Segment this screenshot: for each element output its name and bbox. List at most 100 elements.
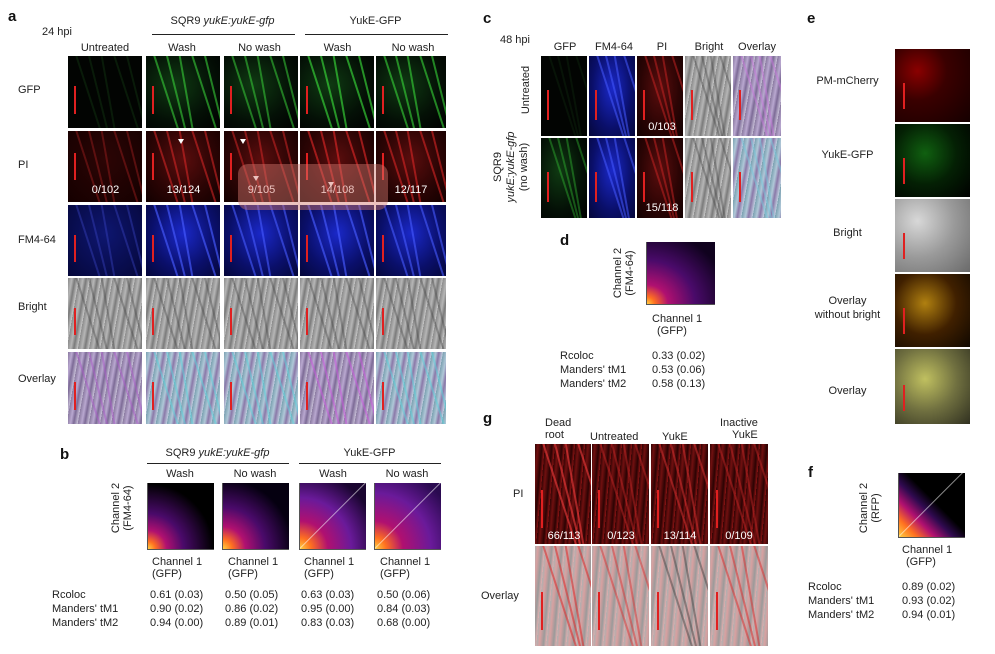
micrograph-tile <box>68 278 142 349</box>
root-strand <box>306 56 337 128</box>
scale-bar <box>152 86 154 114</box>
arrowhead-marker <box>178 139 184 144</box>
root-strand <box>230 352 261 424</box>
micrograph-tile <box>637 56 683 136</box>
root-strand <box>633 546 649 646</box>
col-header: YukE <box>662 431 688 443</box>
micrograph-tile <box>895 274 970 347</box>
root-strand <box>152 205 183 276</box>
stat-value: 0.94 (0.01) <box>902 609 956 621</box>
scale-bar <box>739 171 741 202</box>
stat-label: Rcoloc <box>560 350 594 362</box>
micrograph-tile <box>376 278 446 349</box>
scale-bar <box>230 152 232 180</box>
xlabel: Channel 1 (GFP) <box>304 556 355 580</box>
col-header: Wash <box>168 42 196 54</box>
row-label: FM4-64 <box>18 234 56 246</box>
row-label: PM-mCherry <box>816 75 879 87</box>
stat-label: Manders' tM2 <box>808 609 875 621</box>
xlabel: Channel 1 (GFP) <box>152 556 203 580</box>
row-label: Bright <box>833 227 862 239</box>
root-strand <box>74 278 105 349</box>
stat-label: Rcoloc <box>52 589 86 601</box>
stat-value: 0.83 (0.03) <box>301 617 355 629</box>
scale-bar <box>230 382 232 410</box>
arrowhead-marker <box>253 176 259 181</box>
pi-count: 0/103 <box>648 121 676 133</box>
scale-bar <box>643 171 645 202</box>
root-strand <box>190 56 220 128</box>
root-strand <box>230 56 261 128</box>
scale-bar <box>382 307 384 335</box>
stat-value: 0.86 (0.02) <box>225 603 279 615</box>
root-strand <box>152 56 183 128</box>
stat-label: Manders' tM1 <box>52 603 119 615</box>
root-strand <box>268 205 298 276</box>
col-header: No wash <box>238 42 281 54</box>
root-strand <box>306 352 337 424</box>
scale-bar <box>152 152 154 180</box>
col-header: Inactive YukE <box>720 417 758 441</box>
root-strand <box>406 278 424 349</box>
pi-count: 12/117 <box>394 184 428 196</box>
root-strand <box>190 205 220 276</box>
watermark-overlay <box>238 164 388 210</box>
root-strand <box>575 546 591 646</box>
micrograph-tile <box>637 138 683 218</box>
root-strand <box>752 444 768 544</box>
scale-bar <box>382 86 384 114</box>
pi-count: 15/118 <box>645 202 679 214</box>
stat-value: 0.93 (0.02) <box>902 595 956 607</box>
micrograph-tile <box>589 138 635 218</box>
scale-bar <box>716 592 718 630</box>
stat-value: 0.68 (0.00) <box>377 617 431 629</box>
micrograph-tile <box>710 546 768 646</box>
root-strand <box>230 278 261 349</box>
micrograph-tile <box>224 278 298 349</box>
scale-bar <box>382 382 384 410</box>
root-strand <box>406 352 424 424</box>
micrograph-tile <box>895 124 970 197</box>
pi-count: 0/102 <box>91 184 120 196</box>
root-strand <box>406 56 424 128</box>
micrograph-tile <box>224 205 298 276</box>
pi-count: 0/109 <box>725 530 753 542</box>
root-strand <box>268 352 298 424</box>
micrograph-tile <box>733 138 781 218</box>
panel-d-letter: d <box>560 232 570 249</box>
micrograph-tile <box>685 56 731 136</box>
panel-c-letter: c <box>483 10 492 27</box>
root-strand <box>344 352 374 424</box>
scale-bar <box>74 152 76 180</box>
scale-bar <box>595 171 597 202</box>
scale-bar <box>541 490 543 528</box>
stat-value: 0.94 (0.00) <box>150 617 204 629</box>
panel-d-ylabel: Channel 2 (FM4-64) <box>612 247 636 299</box>
row-label: without bright <box>814 309 881 321</box>
micrograph-tile <box>651 546 708 646</box>
root-strand <box>344 278 374 349</box>
micrograph-tile <box>300 56 374 128</box>
panel-a-group2-header: YukE-GFP <box>349 15 402 27</box>
root-strand <box>74 56 105 128</box>
scale-bar <box>74 234 76 262</box>
scale-bar <box>152 234 154 262</box>
panel-b-group2-header: YukE-GFP <box>343 447 396 459</box>
micrograph-tile <box>589 56 635 136</box>
stat-value: 0.50 (0.05) <box>225 589 279 601</box>
root-strand <box>152 352 183 424</box>
panel-g-letter: g <box>483 410 493 427</box>
col-header: GFP <box>553 41 577 53</box>
stat-label: Manders' tM1 <box>808 595 875 607</box>
micrograph-tile <box>376 56 446 128</box>
root-strand <box>752 546 768 646</box>
root-strand <box>306 278 337 349</box>
stat-value: 0.89 (0.01) <box>225 617 279 629</box>
micrograph-tile <box>592 444 649 544</box>
root-strand <box>74 205 105 276</box>
scale-bar <box>598 490 600 528</box>
stat-value: 0.89 (0.02) <box>902 581 956 593</box>
scale-bar <box>152 382 154 410</box>
root-strand <box>344 205 374 276</box>
col-header: FM4-64 <box>595 41 633 53</box>
